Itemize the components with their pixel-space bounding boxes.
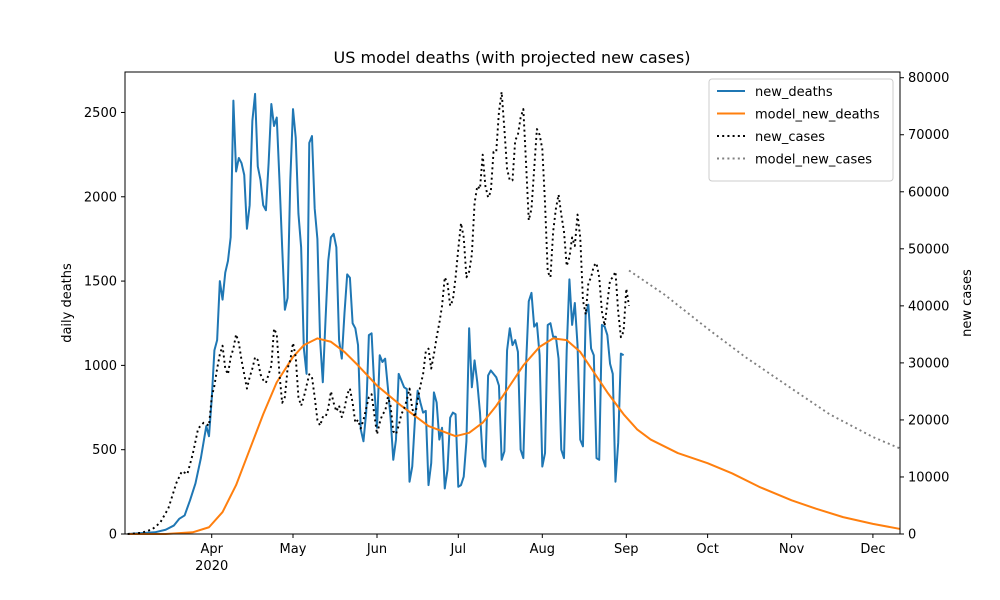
y-tick-label-left: 1000 (84, 359, 117, 374)
x-tick-label: Nov (779, 542, 805, 557)
series-line-new-cases (127, 91, 630, 535)
series-line-model-new-deaths (127, 337, 901, 535)
series-layer (127, 91, 901, 535)
x-tick-label: Oct (696, 542, 718, 557)
x-tick-label: Apr (200, 542, 223, 557)
x-tick-label: May (280, 542, 307, 557)
y-tick-label-right: 0 (908, 528, 916, 543)
y-tick-label-right: 80000 (908, 71, 949, 86)
legend-label: model_new_deaths (755, 108, 880, 123)
legend-label: new_cases (755, 130, 825, 145)
y-tick-label-left: 1500 (84, 275, 117, 290)
y-tick-label-right: 20000 (908, 413, 949, 428)
y-tick-label-left: 500 (92, 443, 117, 458)
x-tick-label: Jun (366, 542, 387, 557)
y-tick-label-right: 50000 (908, 242, 949, 257)
legend-box (708, 78, 894, 182)
y-axis-label-right: new cases (960, 269, 975, 337)
x-tick-label: Jul (449, 542, 466, 557)
series-line-new-deaths (127, 92, 625, 535)
y-tick-label-right: 40000 (908, 299, 949, 314)
x-tick-label: Dec (860, 542, 885, 557)
legend-label: new_deaths (755, 85, 833, 100)
y-tick-label-right: 70000 (908, 128, 949, 143)
plot-area-frame (124, 71, 901, 535)
legend-label: model_new_cases (755, 153, 872, 168)
chart-title: US model deaths (with projected new case… (334, 48, 691, 67)
y-tick-label-left: 2500 (84, 106, 117, 121)
legend: new_deaths model_new_deaths new_casesmodel… (708, 78, 894, 182)
y-tick-label-right: 30000 (908, 356, 949, 371)
y-tick-label-right: 10000 (908, 470, 949, 485)
x-tick-label: Sep (614, 542, 639, 557)
y-tick-label-left: 0 (109, 528, 117, 543)
ticks-layer: Apr 2020 May Jun Jul Aug Sep Oct Nov Dec 0 500 1000 1… (84, 71, 949, 574)
y-tick-label-left: 2000 (84, 190, 117, 205)
y-tick-label-right: 60000 (908, 185, 949, 200)
x-tick-sublabel: 2020 (195, 559, 228, 574)
x-tick-label: Aug (530, 542, 555, 557)
y-axis-label-left: daily deaths (60, 263, 75, 343)
series-line-model-new-cases (628, 269, 901, 450)
